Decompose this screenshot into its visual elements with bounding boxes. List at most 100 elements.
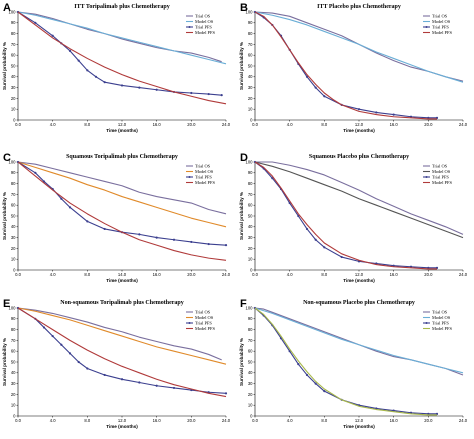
data-point — [68, 206, 72, 209]
y-tick-label: 0 — [250, 267, 253, 272]
data-point — [34, 21, 37, 24]
y-tick-label: 60 — [11, 349, 16, 354]
y-axis-label: Survival probability % — [2, 192, 7, 240]
x-tick-label: 24.0 — [222, 418, 231, 423]
legend-entry: Model PFS — [195, 30, 215, 35]
series-line-model-os — [17, 161, 227, 228]
data-point — [224, 244, 228, 247]
y-tick-label: 10 — [248, 257, 253, 262]
x-axis-label: Time (months) — [343, 424, 375, 429]
y-tick-label: 40 — [11, 370, 16, 375]
series-line-trial-os — [17, 307, 222, 361]
data-point — [77, 59, 80, 62]
x-tick-label: 4.0 — [287, 418, 293, 423]
x-tick-label: 16.0 — [153, 418, 162, 423]
y-tick-label: 20 — [11, 392, 16, 397]
y-tick-label: 70 — [248, 192, 253, 197]
x-axis-label: Time (months) — [106, 424, 138, 429]
legend-entry: Trial OS — [432, 310, 448, 315]
data-point — [314, 382, 317, 385]
y-tick-label: 90 — [248, 316, 253, 321]
data-point — [172, 386, 176, 390]
y-tick-label: 40 — [248, 74, 253, 79]
data-point — [86, 220, 89, 223]
y-tick-label: 50 — [11, 63, 16, 68]
series-line-model-pfs — [17, 11, 227, 105]
legend-marker — [425, 176, 428, 178]
x-tick-label: 20.0 — [424, 122, 433, 127]
data-point — [86, 69, 89, 72]
legend-entry: Model OS — [432, 315, 451, 320]
data-point — [375, 111, 378, 114]
data-point — [314, 238, 317, 241]
x-tick-label: 8.0 — [84, 418, 90, 423]
data-point — [207, 92, 210, 96]
y-tick-label: 70 — [248, 338, 253, 343]
x-tick-label: 24.0 — [459, 418, 468, 423]
chart-panel-d: D Squamous Placebo plus Chemotherapy 0 10 20… — [239, 152, 468, 283]
x-tick-label: 14.0 — [118, 272, 127, 277]
x-tick-label: 20.0 — [187, 122, 196, 127]
legend-marker — [425, 322, 428, 324]
x-tick-label: 8.0 — [84, 272, 90, 277]
y-tick-label: 70 — [11, 192, 16, 197]
y-tick-label: 10 — [11, 257, 16, 262]
data-point — [94, 75, 98, 78]
x-tick-label: 8.0 — [321, 272, 327, 277]
y-tick-label: 90 — [248, 170, 253, 175]
panel-title: ITT Placebo plus Chemotherapy — [317, 4, 401, 10]
data-point — [323, 390, 326, 393]
data-point — [207, 242, 210, 246]
y-tick-label: 60 — [11, 53, 16, 58]
legend-entry: Model OS — [195, 169, 214, 174]
y-axis-label: Survival probability % — [239, 338, 244, 386]
y-tick-label: 100 — [246, 305, 254, 310]
data-point — [77, 360, 80, 364]
series-line-model-os — [254, 161, 464, 239]
x-tick-label: 20.0 — [187, 418, 196, 423]
y-tick-label: 80 — [11, 181, 16, 186]
y-tick-label: 40 — [11, 224, 16, 229]
legend-marker — [425, 26, 428, 28]
data-point — [51, 334, 54, 338]
legend-marker — [188, 176, 191, 178]
y-tick-label: 90 — [248, 20, 253, 25]
series-line-model-pfs — [17, 307, 227, 398]
legend-entry: Model PFS — [195, 326, 215, 331]
y-tick-label: 30 — [248, 85, 253, 90]
data-point — [120, 84, 124, 87]
data-point — [155, 236, 158, 239]
legend-entry: Trial OS — [195, 14, 211, 19]
panel-title: Squamous Placebo plus Chemotherapy — [309, 154, 409, 160]
y-tick-label: 40 — [248, 370, 253, 375]
data-point — [68, 352, 72, 355]
data-point — [34, 171, 37, 174]
panel-letter: A — [3, 2, 11, 14]
y-axis-label: Survival probability % — [2, 338, 7, 386]
panel-title: Squamous Toripalimab plus Chemotherapy — [66, 154, 178, 160]
chart-panel-e: E Non-squamous Toripalimab plus Chemother… — [2, 298, 231, 429]
x-tick-label: 0.0 — [252, 272, 258, 277]
x-tick-label: 8.0 — [321, 122, 327, 127]
legend-entry: Trial PFS — [432, 25, 449, 30]
y-axis-label: Survival probability % — [239, 42, 244, 90]
series-line-model-pfs — [254, 161, 437, 270]
y-tick-label: 80 — [248, 31, 253, 36]
x-tick-label: 24.0 — [222, 122, 231, 127]
data-point — [314, 86, 317, 89]
legend-entry: Trial PFS — [195, 25, 212, 30]
data-point — [60, 343, 63, 346]
y-tick-label: 70 — [11, 42, 16, 47]
legend-entry: Trial OS — [432, 14, 448, 19]
x-tick-label: 12.0 — [355, 418, 364, 423]
y-tick-label: 0 — [13, 117, 16, 122]
y-tick-label: 80 — [248, 181, 253, 186]
x-tick-label: 12.0 — [118, 418, 127, 423]
y-tick-label: 30 — [248, 381, 253, 386]
data-point — [297, 363, 300, 366]
series-line-model-pfs — [17, 161, 227, 261]
y-tick-label: 80 — [11, 327, 16, 332]
data-point — [86, 367, 89, 370]
panel-title: ITT Toripalimab plus Chemotherapy — [74, 4, 169, 10]
